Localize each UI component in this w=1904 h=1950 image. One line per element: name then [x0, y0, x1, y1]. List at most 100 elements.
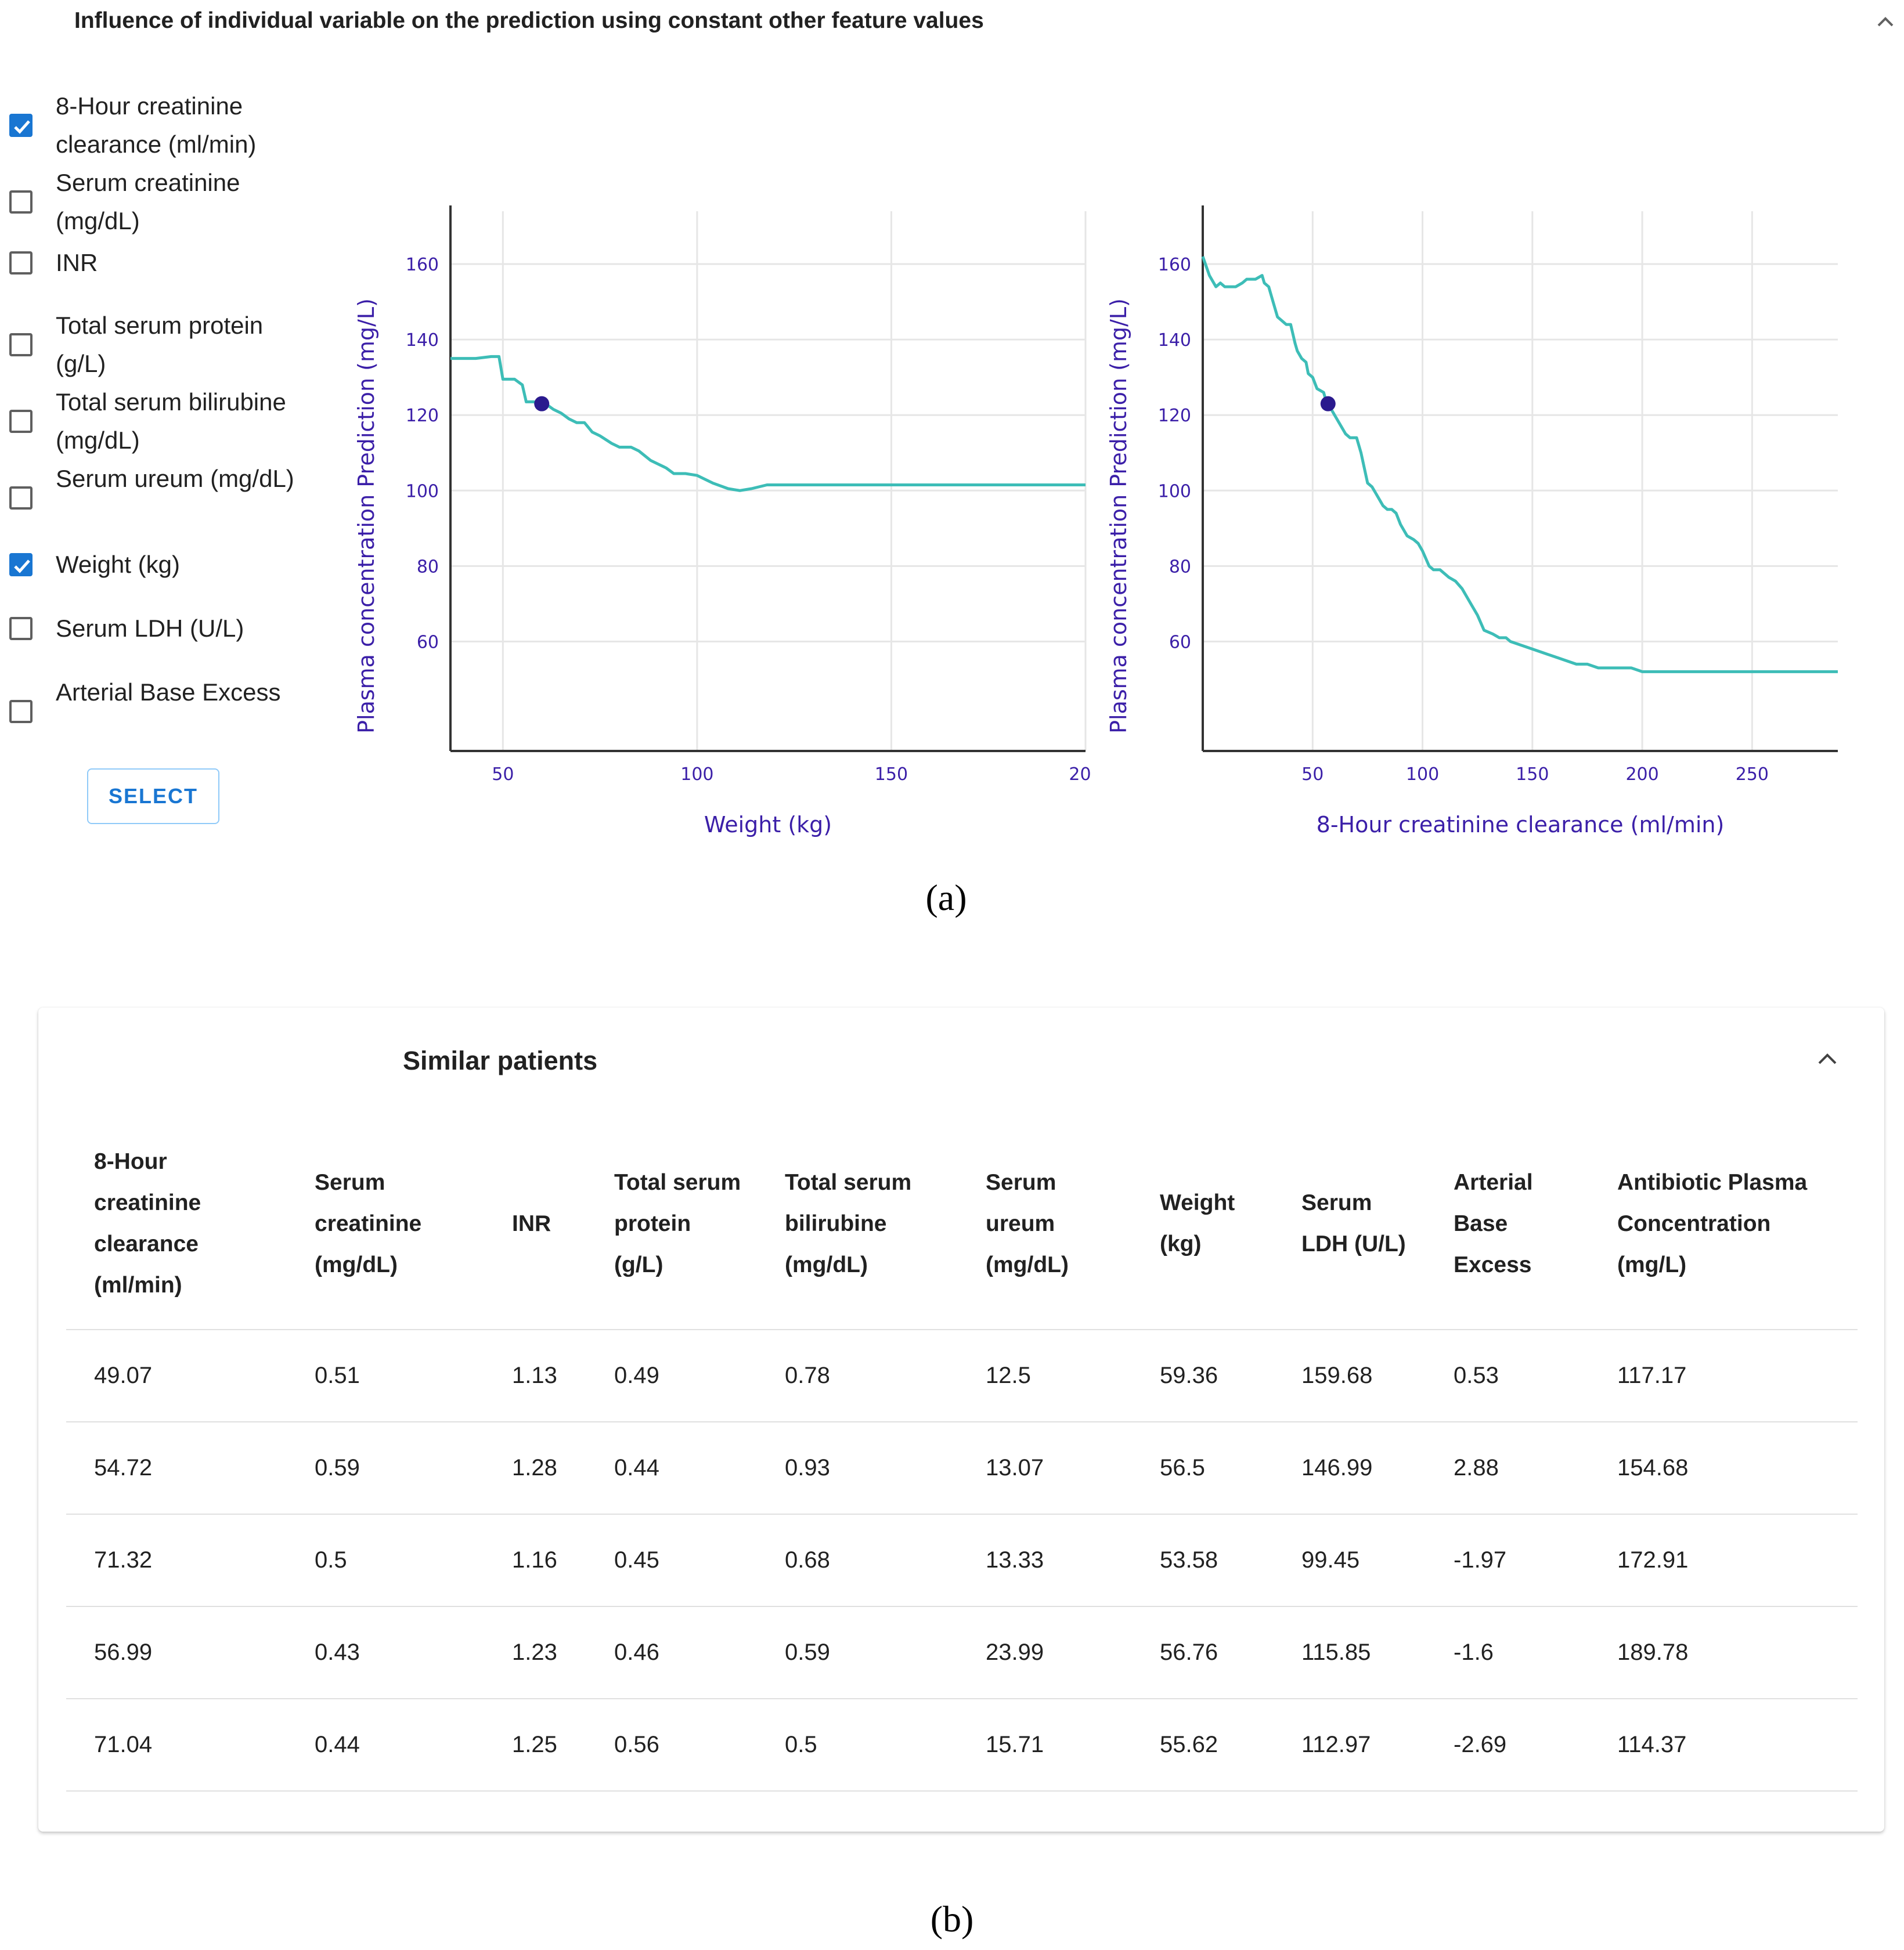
table-cell: 0.51 — [287, 1330, 484, 1422]
y-tick-label: 120 — [406, 406, 439, 426]
column-header[interactable]: Weight (kg) — [1132, 1141, 1274, 1330]
column-header[interactable]: Antibiotic Plasma Concentration (mg/L) — [1589, 1141, 1858, 1330]
table-cell: 112.97 — [1274, 1699, 1426, 1792]
table-cell: 12.5 — [958, 1330, 1132, 1422]
table-cell: 1.16 — [484, 1514, 586, 1607]
series-line — [1201, 256, 1838, 673]
similar-patients-card: Similar patients 8-Hour creatinine clear… — [38, 1008, 1884, 1832]
table-cell: 0.68 — [757, 1514, 958, 1607]
table-cell: 15.71 — [958, 1699, 1132, 1792]
x-tick-label: 200 — [1069, 764, 1091, 785]
chevron-up-icon — [1877, 17, 1894, 27]
feature-checkbox-label: INR — [56, 249, 98, 276]
feature-checkbox-label: 8-Hour creatinine clearance (ml/min) — [56, 92, 257, 158]
x-tick-label: 50 — [1301, 764, 1324, 785]
select-button[interactable]: SELECT — [87, 768, 219, 824]
checkbox-checked[interactable] — [9, 553, 33, 576]
table-cell: 0.53 — [1426, 1330, 1589, 1422]
feature-checkbox-item[interactable]: Serum creatinine (mg/dL) — [0, 164, 325, 240]
checkbox-checked[interactable] — [9, 114, 33, 137]
feature-checkbox-item[interactable]: Weight (kg) — [0, 546, 325, 584]
table-cell: 23.99 — [958, 1606, 1132, 1699]
table-cell: 0.59 — [287, 1422, 484, 1515]
table-cell: 189.78 — [1589, 1606, 1858, 1699]
table-cell: 0.56 — [586, 1699, 757, 1792]
x-tick-label: 150 — [1516, 764, 1549, 785]
column-header[interactable]: Total serum protein (g/L) — [586, 1141, 757, 1330]
y-tick-label: 100 — [1158, 481, 1191, 501]
current-value-marker[interactable] — [534, 396, 550, 411]
y-tick-label: 120 — [1158, 406, 1191, 426]
table-cell: 172.91 — [1589, 1514, 1858, 1607]
table-cell: 0.78 — [757, 1330, 958, 1422]
table-cell: 56.99 — [66, 1606, 287, 1699]
table-cell: 53.58 — [1132, 1514, 1274, 1607]
feature-checkbox-label: Arterial Base Excess — [56, 678, 281, 706]
feature-checkbox-label: Total serum protein (g/L) — [56, 312, 264, 377]
x-tick-label: 250 — [1736, 764, 1769, 785]
feature-checkbox-item[interactable]: Serum LDH (U/L) — [0, 609, 325, 648]
table-cell: 154.68 — [1589, 1422, 1858, 1515]
y-axis-title: Plasma concentration Prediction (mg/L) — [354, 298, 379, 734]
table-row: 71.04 0.44 1.25 0.56 0.5 15.71 55.62 112.97 -2.6… — [66, 1699, 1858, 1792]
collapse-similar-button[interactable] — [1815, 1046, 1840, 1071]
column-header[interactable]: Serum ureum (mg/dL) — [958, 1141, 1132, 1330]
table-cell: 0.5 — [757, 1699, 958, 1792]
feature-checkbox-item[interactable]: Total serum bilirubine (mg/dL) — [0, 383, 325, 460]
feature-checkbox-item[interactable]: 8-Hour creatinine clearance (ml/min) — [0, 87, 325, 164]
checkbox[interactable] — [9, 333, 33, 356]
collapse-influence-button[interactable] — [1874, 10, 1897, 34]
column-header[interactable]: Serum creatinine (mg/dL) — [287, 1141, 484, 1330]
table-cell: 0.43 — [287, 1606, 484, 1699]
series-line — [450, 355, 1086, 492]
y-tick-label: 160 — [1158, 255, 1191, 275]
checkbox[interactable] — [9, 700, 33, 723]
table-cell: 1.28 — [484, 1422, 586, 1515]
feature-checkbox-item[interactable]: Total serum protein (g/L) — [0, 306, 325, 383]
table-cell: 55.62 — [1132, 1699, 1274, 1792]
feature-checkbox-item[interactable]: Serum ureum (mg/dL) — [0, 460, 325, 536]
chart-svg: 50 100 150 200 60 80 100 120 140 160 Weight (kg) Pl… — [354, 205, 1091, 837]
x-tick-label: 100 — [1406, 764, 1439, 785]
feature-checkbox-label: Total serum bilirubine (mg/dL) — [56, 388, 286, 454]
x-tick-label: 100 — [680, 764, 713, 785]
check-icon — [14, 120, 30, 134]
column-header[interactable]: Total serum bilirubine (mg/dL) — [757, 1141, 958, 1330]
checkbox[interactable] — [9, 251, 33, 275]
table-row: 56.99 0.43 1.23 0.46 0.59 23.99 56.76 115.85 -1.… — [66, 1606, 1858, 1699]
table-cell: 0.44 — [586, 1422, 757, 1515]
table-cell: 71.04 — [66, 1699, 287, 1792]
column-header[interactable]: Arterial Base Excess — [1426, 1141, 1589, 1330]
table-cell: -1.6 — [1426, 1606, 1589, 1699]
table-cell: 0.93 — [757, 1422, 958, 1515]
table-cell: 1.13 — [484, 1330, 586, 1422]
table-cell: 114.37 — [1589, 1699, 1858, 1792]
table-cell: 56.76 — [1132, 1606, 1274, 1699]
checkbox[interactable] — [9, 190, 33, 214]
table-header-row: 8-Hour creatinine clearance (ml/min) Seru… — [66, 1141, 1858, 1330]
checkbox[interactable] — [9, 486, 33, 510]
x-tick-label: 200 — [1625, 764, 1658, 785]
column-header[interactable]: 8-Hour creatinine clearance (ml/min) — [66, 1141, 287, 1330]
table-cell: 146.99 — [1274, 1422, 1426, 1515]
similar-patients-table: 8-Hour creatinine clearance (ml/min) Seru… — [66, 1141, 1858, 1792]
x-tick-label: 50 — [492, 764, 514, 785]
column-header[interactable]: Serum LDH (U/L) — [1274, 1141, 1426, 1330]
chart-svg: 50 100 150 200 250 60 80 100 120 140 160 8-Hour cre… — [1106, 205, 1838, 837]
checkbox[interactable] — [9, 617, 33, 640]
influence-panel: Influence of individual variable on the … — [0, 0, 1904, 940]
y-tick-label: 60 — [417, 632, 439, 652]
checkbox[interactable] — [9, 410, 33, 433]
current-value-marker[interactable] — [1320, 396, 1336, 411]
table-cell: 71.32 — [66, 1514, 287, 1607]
column-header[interactable]: INR — [484, 1141, 586, 1330]
table-row: 54.72 0.59 1.28 0.44 0.93 13.07 56.5 146.99 2.88… — [66, 1422, 1858, 1515]
table-cell: 0.59 — [757, 1606, 958, 1699]
feature-checkbox-item[interactable]: INR — [0, 244, 325, 282]
feature-checkbox-label: Serum ureum (mg/dL) — [56, 465, 294, 492]
table-cell: 99.45 — [1274, 1514, 1426, 1607]
creatinine-clearance-chart: 50 100 150 200 250 60 80 100 120 140 160 8-Hour cre… — [1101, 197, 1844, 847]
feature-checkbox-label: Serum LDH (U/L) — [56, 615, 244, 642]
feature-checkbox-item[interactable]: Arterial Base Excess — [0, 673, 325, 750]
feature-checkbox-label: Serum creatinine (mg/dL) — [56, 169, 240, 234]
